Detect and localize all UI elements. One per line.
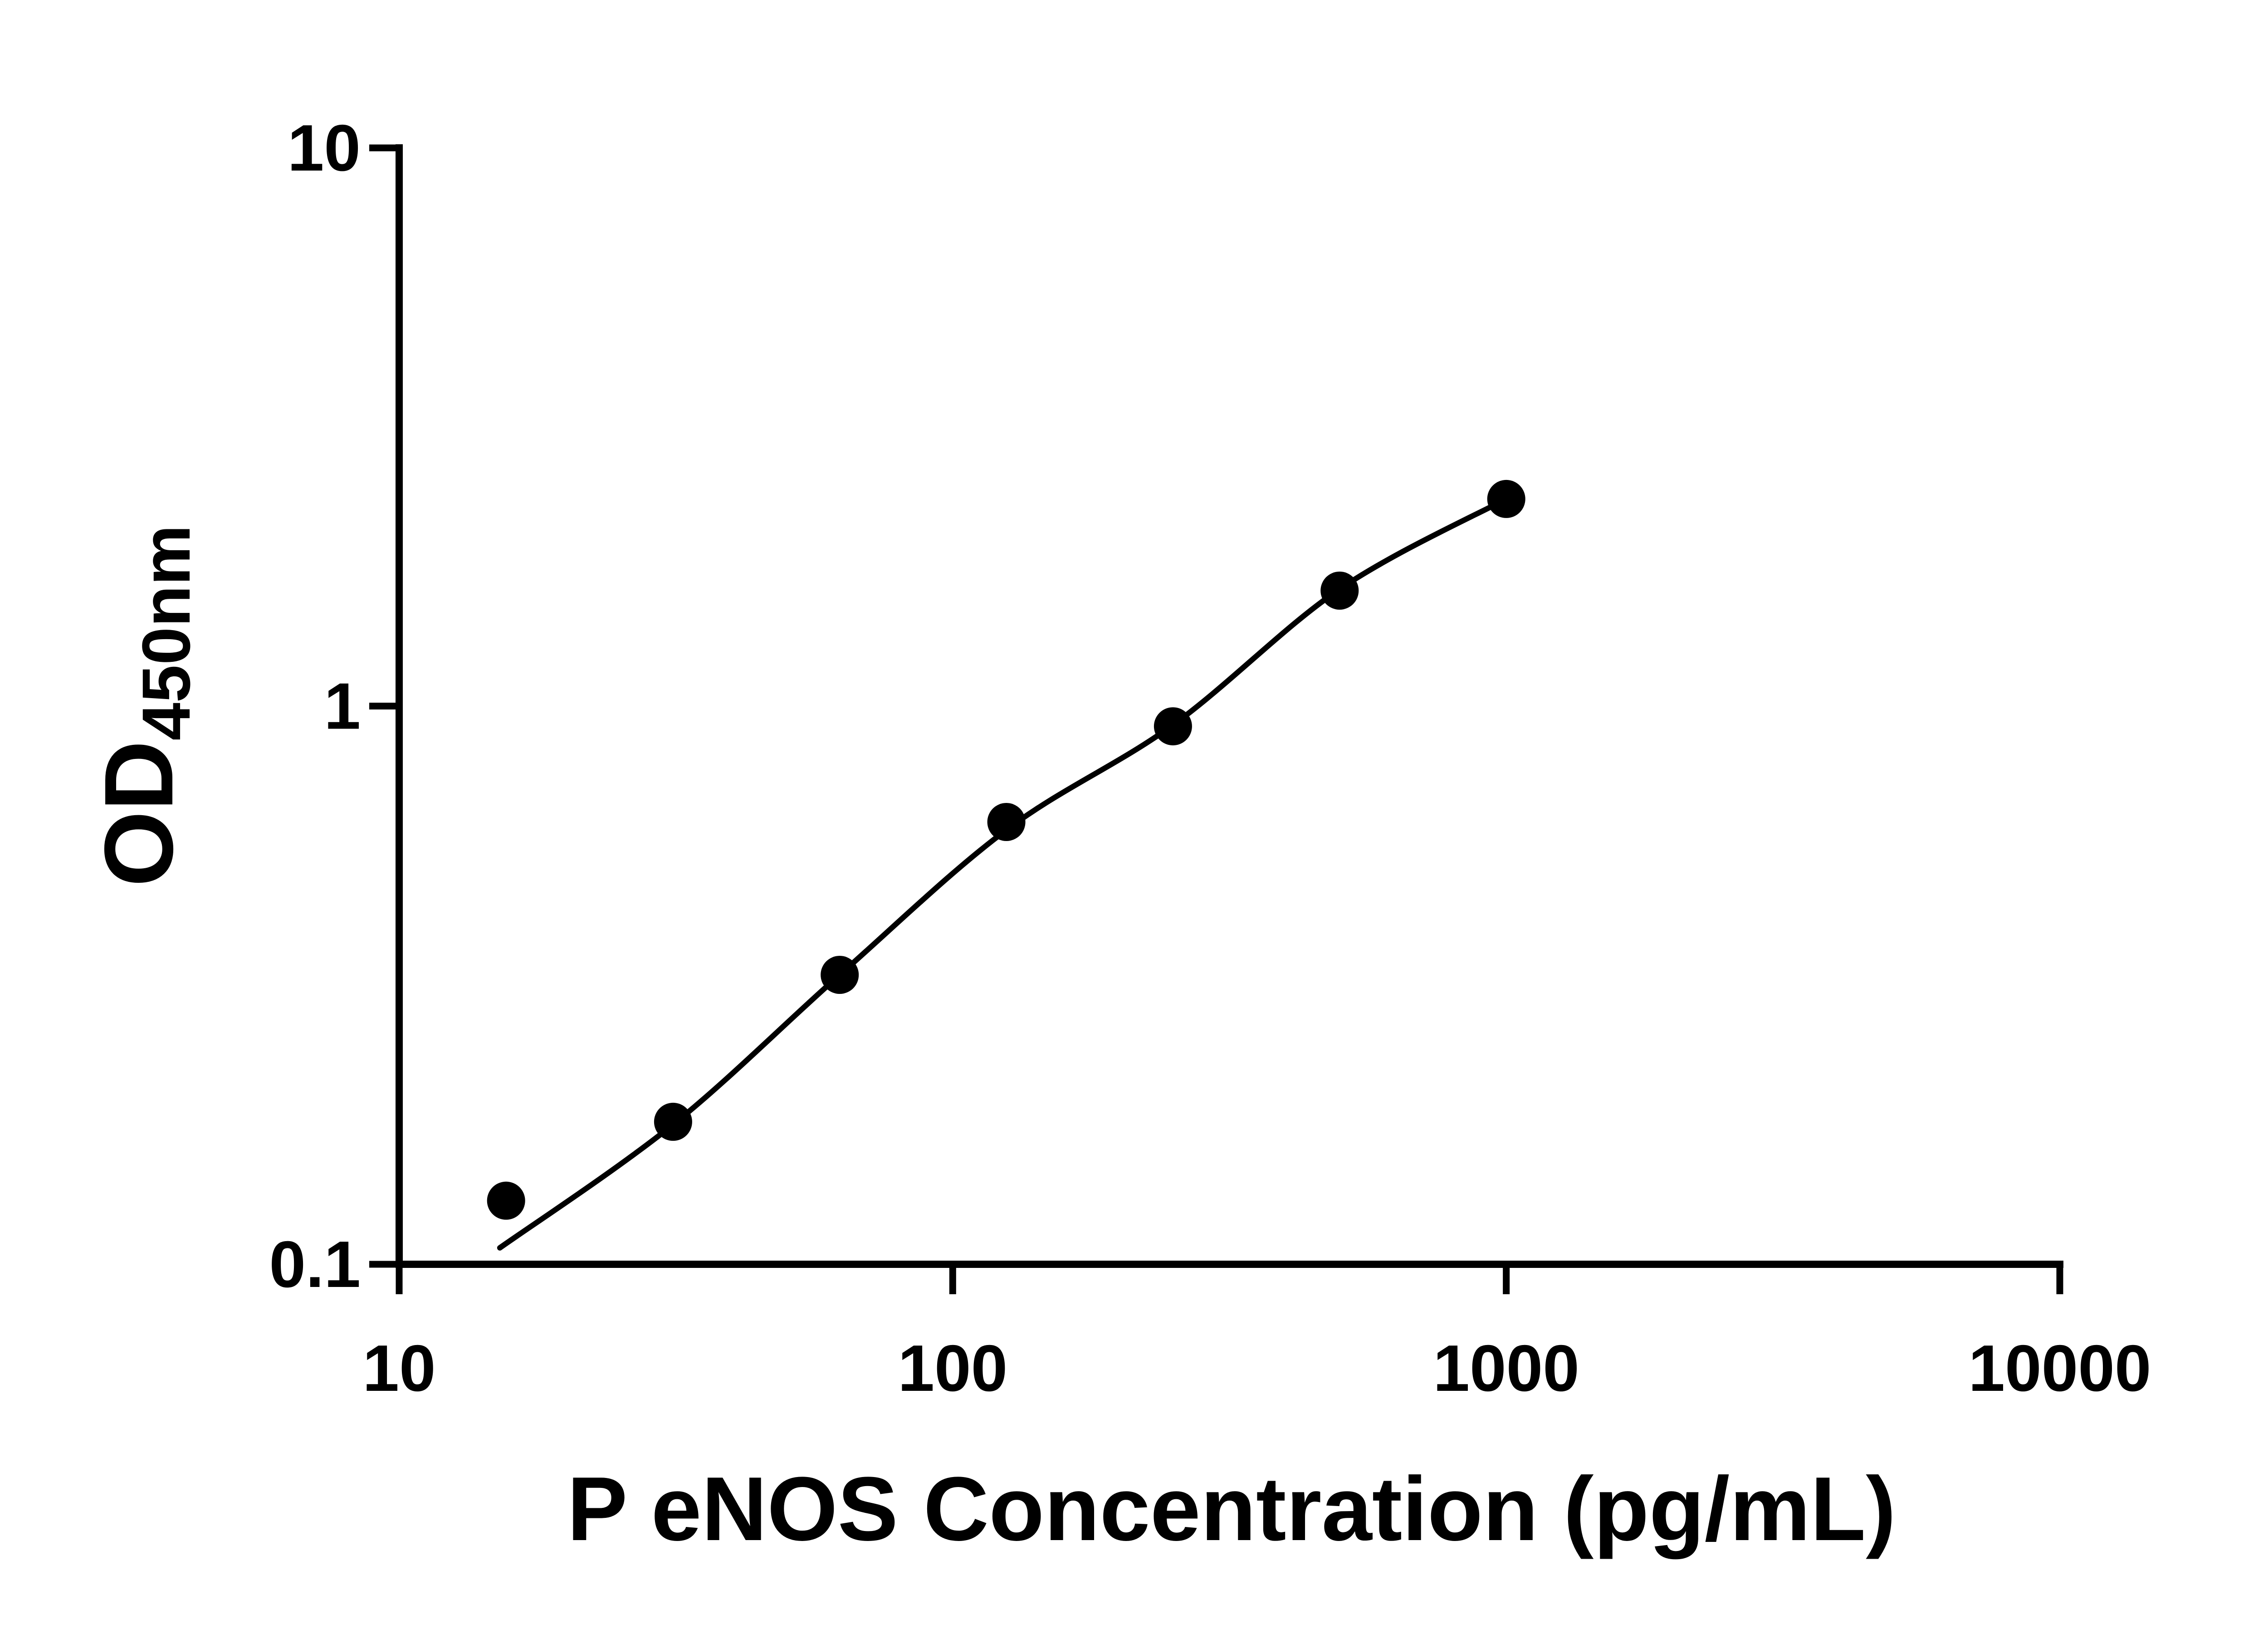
data-point	[654, 1102, 692, 1141]
data-point	[1320, 572, 1359, 610]
data-point	[821, 956, 859, 994]
x-tick-label: 100	[898, 1331, 1007, 1405]
x-tick-label: 1000	[1433, 1331, 1579, 1405]
fit-curve	[497, 496, 1509, 1251]
y-axis-title: OD450nm	[84, 525, 204, 887]
y-tick-label: 0.1	[269, 1228, 361, 1301]
axes	[396, 144, 2063, 1268]
fit-curve-line	[497, 496, 1509, 1251]
y-tick-label: 1	[324, 670, 361, 743]
y-axis-title-main: OD	[84, 740, 193, 887]
y-tick-label: 10	[288, 111, 361, 185]
x-tick-label: 10000	[1968, 1331, 2151, 1405]
x-tick-label: 10	[362, 1331, 435, 1405]
data-point	[1487, 479, 1525, 518]
data-points	[487, 479, 1525, 1220]
data-point	[987, 803, 1026, 841]
y-axis-title-sub: 450nm	[128, 525, 204, 740]
tick-labels: 10 100 1000 10000 0.1 1 10	[269, 111, 2151, 1405]
data-point	[1154, 707, 1192, 746]
data-point	[487, 1181, 525, 1220]
x-axis-title: P eNOS Concentration (pg/mL)	[567, 1458, 1896, 1560]
tick-marks	[369, 144, 2063, 1294]
